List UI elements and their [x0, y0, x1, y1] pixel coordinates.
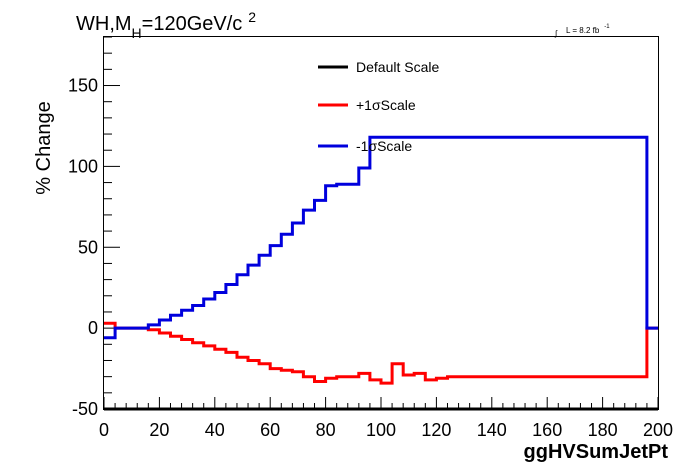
chart-title: WH,MH=120GeV/c 2 [76, 9, 256, 41]
legend-label-plus: +1σScale [356, 97, 416, 113]
y-tick-label: -50 [72, 399, 98, 419]
legend-label-minus: -1σScale [356, 138, 412, 154]
x-axis-title: ggHVSumJetPt [524, 441, 669, 463]
y-tick-label: 0 [88, 318, 98, 338]
series-layer [104, 135, 658, 411]
y-tick-label: 100 [68, 156, 98, 176]
x-tick-label: 20 [149, 420, 169, 440]
chart-title-superscript: 2 [248, 9, 256, 25]
x-tick-label: 200 [643, 420, 673, 440]
plot-frame [103, 36, 659, 410]
y-tick-label: 50 [78, 237, 98, 257]
y-axis-title: % Change [33, 101, 55, 194]
chart-title-subscript: H [132, 25, 142, 41]
x-tick-label: 0 [99, 420, 109, 440]
x-tick-label: 180 [588, 420, 618, 440]
x-tick-label: 100 [366, 420, 396, 440]
legend: Default Scale +1σScale -1σScale [318, 59, 439, 154]
series-line-1 [104, 321, 658, 385]
x-tick-label: 40 [205, 420, 225, 440]
lumi-label: L = 8.2 fb -1 [566, 24, 610, 35]
x-tick-label: 160 [532, 420, 562, 440]
series-line-2 [104, 135, 658, 340]
x-tick-label: 140 [477, 420, 507, 440]
x-tick-label: 80 [316, 420, 336, 440]
legend-label-default: Default Scale [356, 59, 439, 75]
y-tick-label: 150 [68, 76, 98, 96]
lumi-integral: ∫ [554, 29, 558, 38]
x-tick-label: 60 [260, 420, 280, 440]
chart-title-rest: =120GeV/c [142, 13, 243, 35]
x-tick-label: 120 [421, 420, 451, 440]
